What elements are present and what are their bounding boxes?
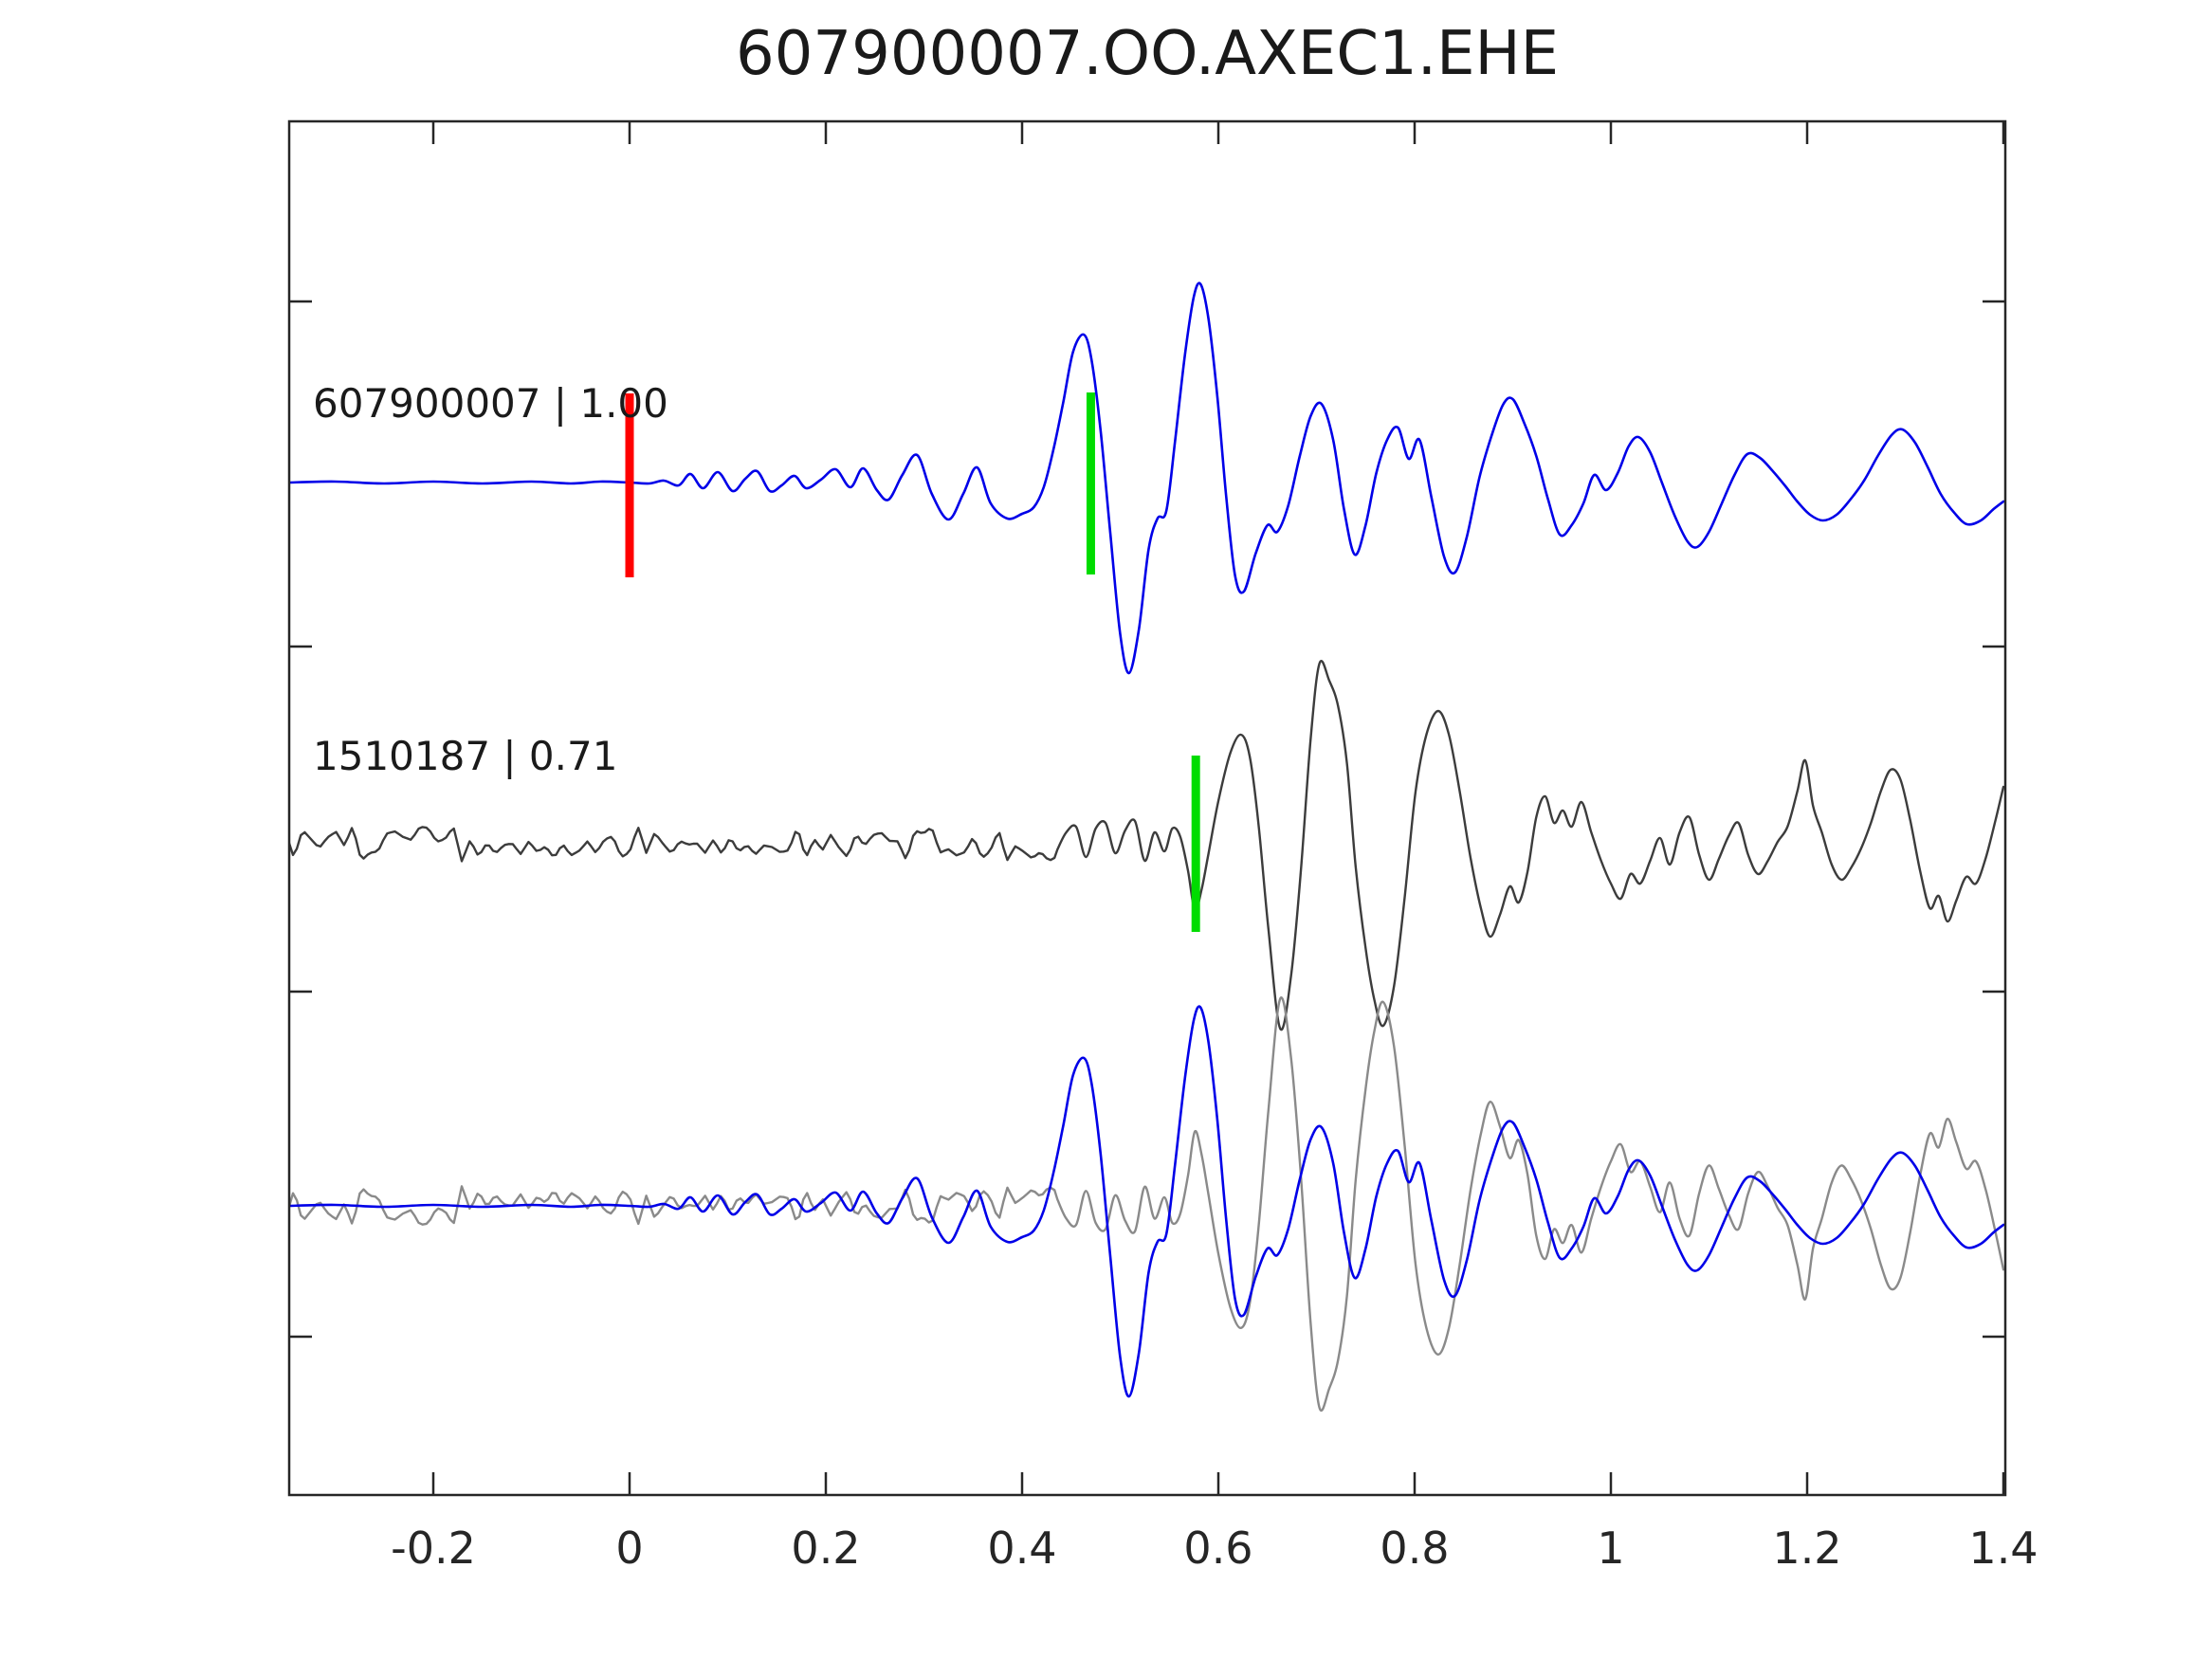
detection-pick-marker xyxy=(1191,756,1200,932)
trace-label-template: 607900007 | 1.00 xyxy=(313,380,668,427)
x-tick-label: 0.2 xyxy=(791,1522,860,1574)
x-tick-label: 0.6 xyxy=(1183,1522,1252,1574)
chart-title: 607900007.OO.AXEC1.EHE xyxy=(736,19,1559,89)
overlay-detection-trace-line xyxy=(289,996,2005,1412)
trace-label-detection: 1510187 | 0.71 xyxy=(313,733,617,779)
x-tick-label: 1.2 xyxy=(1772,1522,1841,1574)
x-tick-label: -0.2 xyxy=(391,1522,476,1574)
origin-pick-marker xyxy=(625,393,634,577)
x-tick-label: 1.4 xyxy=(1968,1522,2038,1574)
template-pick-marker xyxy=(1086,392,1095,574)
x-tick-labels: -0.2 0 0.2 0.4 0.6 0.8 1 1.2 1.4 xyxy=(391,1522,2038,1574)
x-tick-label: 0 xyxy=(615,1522,643,1574)
pick-markers xyxy=(625,392,1200,932)
template-trace-line xyxy=(289,282,2005,675)
axis-ticks xyxy=(289,121,2005,1495)
x-tick-label: 1 xyxy=(1597,1522,1624,1574)
x-tick-label: 0.4 xyxy=(987,1522,1056,1574)
axes-border xyxy=(287,119,2007,1497)
detection-trace-line xyxy=(289,660,2005,1031)
waveform-traces xyxy=(289,282,2005,1412)
x-tick-label: 0.8 xyxy=(1380,1522,1449,1574)
overlay-template-trace-line xyxy=(289,1005,2005,1398)
